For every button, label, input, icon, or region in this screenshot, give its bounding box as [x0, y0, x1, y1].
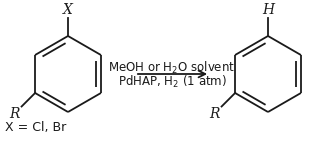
Text: PdHAP, H$_2$ (1 atm): PdHAP, H$_2$ (1 atm) — [117, 74, 226, 90]
Text: R: R — [9, 107, 19, 122]
Text: X: X — [63, 3, 73, 17]
Text: X = Cl, Br: X = Cl, Br — [5, 121, 66, 134]
Text: R: R — [209, 107, 219, 122]
Text: H: H — [262, 3, 274, 17]
Text: MeOH or H$_2$O solvent: MeOH or H$_2$O solvent — [108, 60, 235, 76]
